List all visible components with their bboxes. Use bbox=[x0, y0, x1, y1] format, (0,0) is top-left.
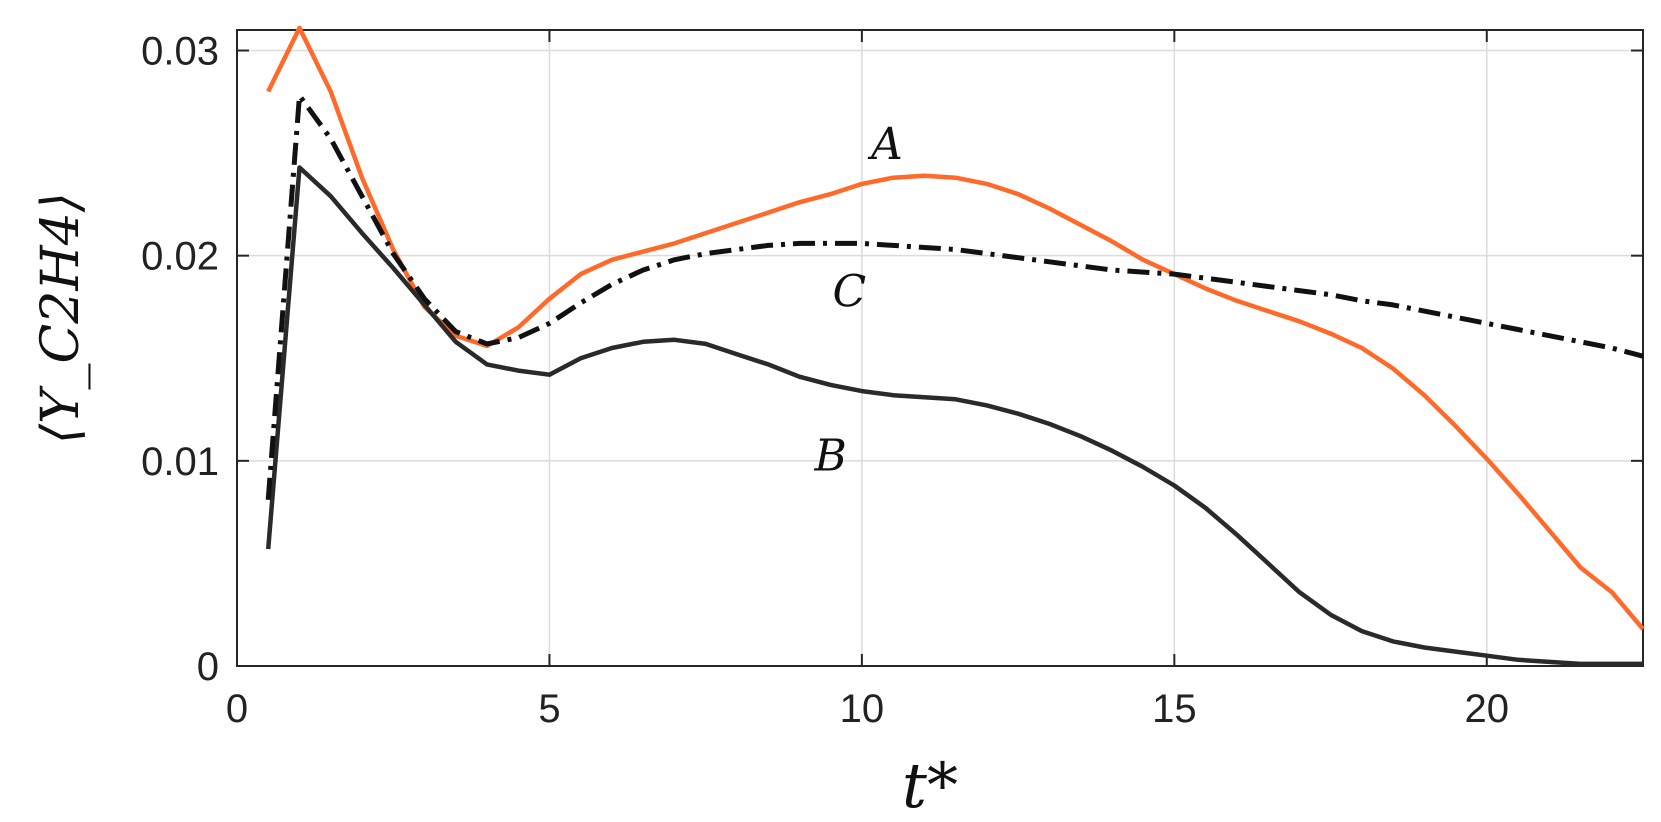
x-tick-label: 0 bbox=[226, 687, 248, 731]
annotation-layer: A C B bbox=[813, 119, 902, 482]
series-line-c bbox=[265, 93, 1644, 500]
curve-label-b: B bbox=[813, 431, 846, 482]
x-tick-label: 15 bbox=[1152, 687, 1197, 731]
curve-label-a: A bbox=[867, 119, 903, 170]
x-tick-label: 10 bbox=[840, 687, 885, 731]
y-tick-label: 0.03 bbox=[141, 30, 219, 74]
x-tick-label: 20 bbox=[1465, 687, 1510, 731]
y-tick-label: 0.01 bbox=[141, 440, 219, 484]
y-axis-label: ⟨Y_C2H4⟩ bbox=[31, 192, 91, 444]
series-layer bbox=[265, 25, 1645, 667]
y-tick-label: 0.02 bbox=[141, 235, 219, 279]
x-tick-label: 5 bbox=[538, 687, 560, 731]
series-line-b bbox=[265, 165, 1643, 667]
y-tick-label: 0 bbox=[197, 645, 219, 689]
x-axis-label: t* bbox=[902, 749, 958, 822]
axis-ticks: 0 5 10 15 20 0 0.01 0.02 0.03 bbox=[141, 30, 1643, 731]
curve-label-c: C bbox=[833, 267, 867, 318]
plot-area-frame bbox=[236, 29, 1644, 667]
